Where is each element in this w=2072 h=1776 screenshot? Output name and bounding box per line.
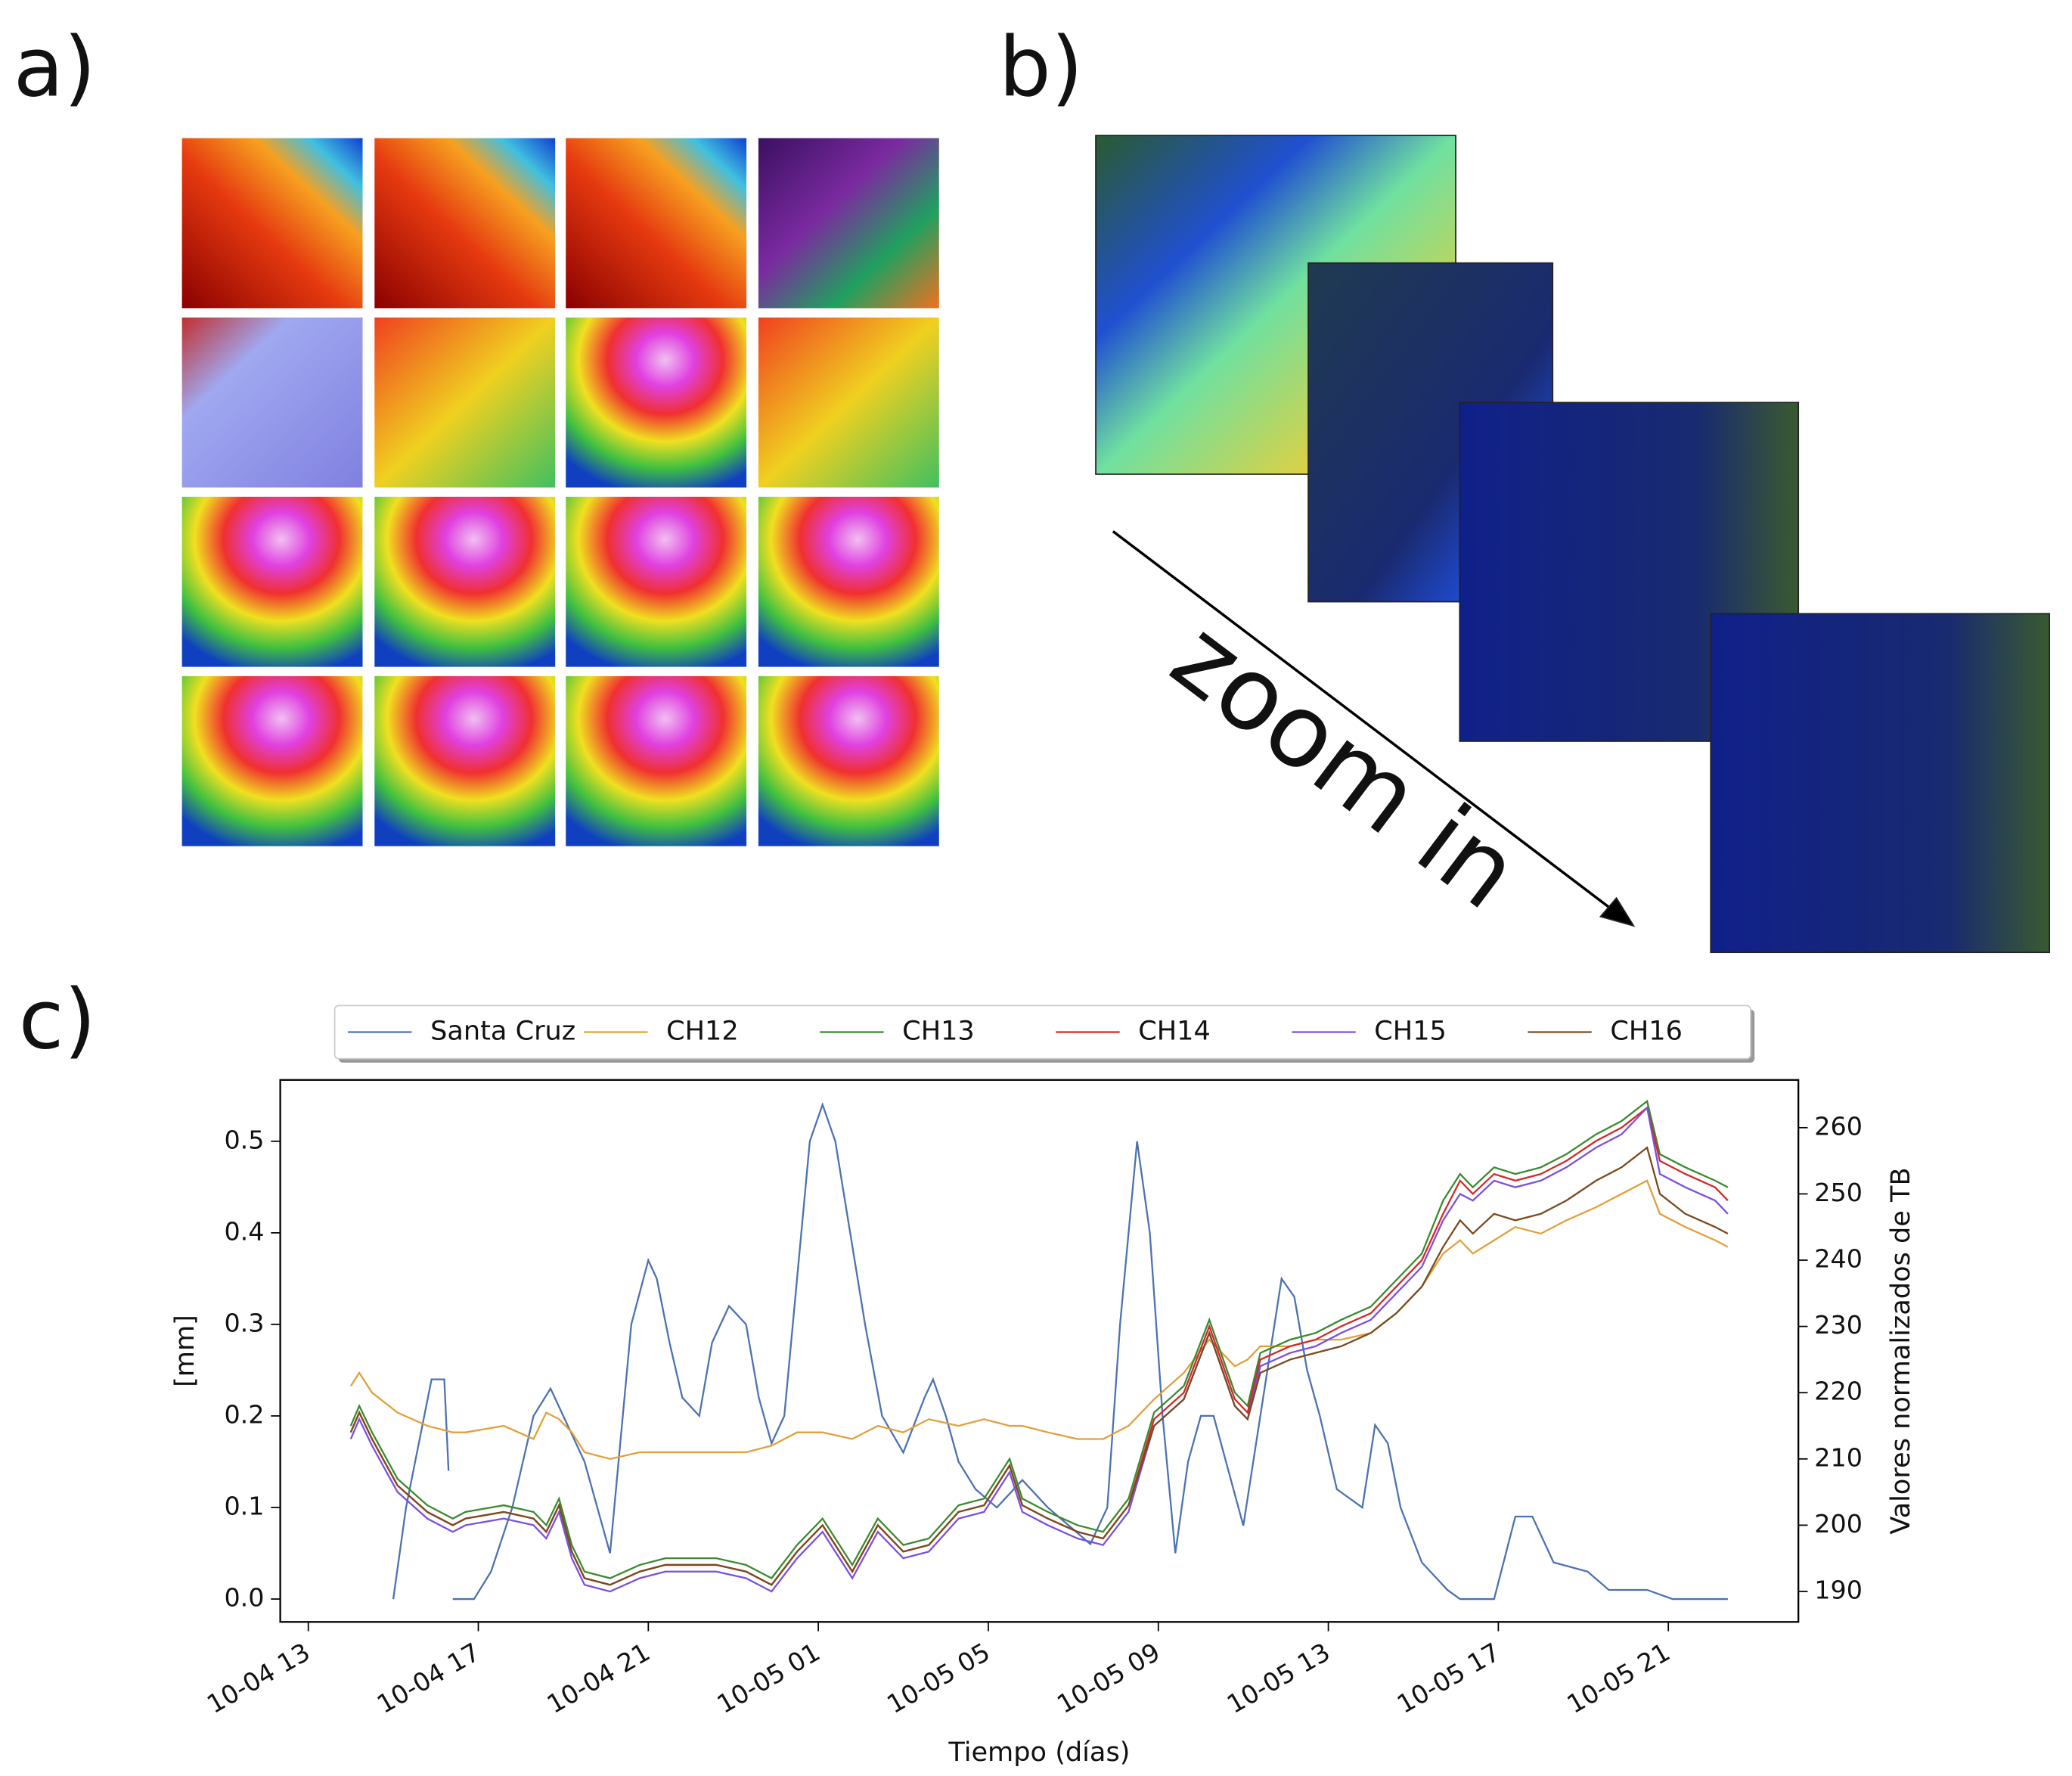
legend-label: CH13: [902, 1016, 975, 1047]
y2-tick-label: 260: [1814, 1111, 1863, 1141]
y2-tick-label: 190: [1814, 1575, 1863, 1604]
legend-box: [333, 1004, 1751, 1060]
y2-tick-label: 250: [1814, 1178, 1863, 1207]
series-line: [349, 1106, 1729, 1593]
y-tick-label: 0.5: [224, 1125, 264, 1154]
satellite-grid: [181, 138, 939, 846]
y2-tick-label: 240: [1814, 1244, 1863, 1274]
series-line: [349, 1179, 1729, 1460]
legend-label: CH14: [1138, 1016, 1211, 1047]
zoom-images: [1095, 135, 2051, 954]
y2-tick-label: 210: [1814, 1442, 1863, 1472]
y-tick-label: 0.0: [224, 1583, 264, 1613]
y2-tick-label: 230: [1814, 1310, 1863, 1340]
y-tick-label: 0.2: [224, 1399, 264, 1429]
x-tick-label: 10-04 13: [202, 1637, 315, 1719]
x-tick-label: 10-05 17: [1392, 1637, 1505, 1719]
chart: 10-04 13 10-04 17 10-04 21 10-05 01 10-05 05…: [169, 1004, 1916, 1768]
x-tick-label: 10-05 21: [1562, 1637, 1675, 1719]
panel-label: c): [19, 972, 96, 1068]
series-line: [349, 1146, 1729, 1586]
y-tick-label: 0.3: [224, 1308, 264, 1337]
series-line: [392, 1101, 1728, 1601]
x-tick-label: 10-04 17: [372, 1637, 485, 1719]
legend-label: CH15: [1374, 1016, 1447, 1047]
y-axis-label: [mm]: [169, 1315, 200, 1387]
plot-frame: [279, 1079, 1800, 1623]
panel-label: b): [999, 19, 1084, 115]
legend-label: Santa Cruz: [430, 1016, 575, 1047]
x-axis-label: Tiempo (días): [948, 1737, 1130, 1768]
x-tick-label: 10-05 13: [1222, 1637, 1335, 1719]
y2-tick-label: 220: [1814, 1377, 1863, 1406]
y2-axis-label: Valores normalizados de TB: [1885, 1167, 1916, 1534]
x-tick-label: 10-04 21: [542, 1637, 655, 1719]
x-tick-label: 10-05 09: [1052, 1637, 1165, 1719]
legend-label: CH16: [1610, 1016, 1683, 1047]
legend-label: CH12: [666, 1016, 739, 1047]
y-tick-label: 0.1: [224, 1491, 264, 1520]
x-tick-label: 10-05 01: [712, 1637, 824, 1719]
series-line: [349, 1099, 1729, 1579]
y-tick-label: 0.4: [224, 1216, 264, 1246]
panel-label: a): [14, 19, 96, 115]
x-tick-label: 10-05 05: [882, 1637, 994, 1719]
y2-tick-label: 200: [1814, 1509, 1863, 1538]
